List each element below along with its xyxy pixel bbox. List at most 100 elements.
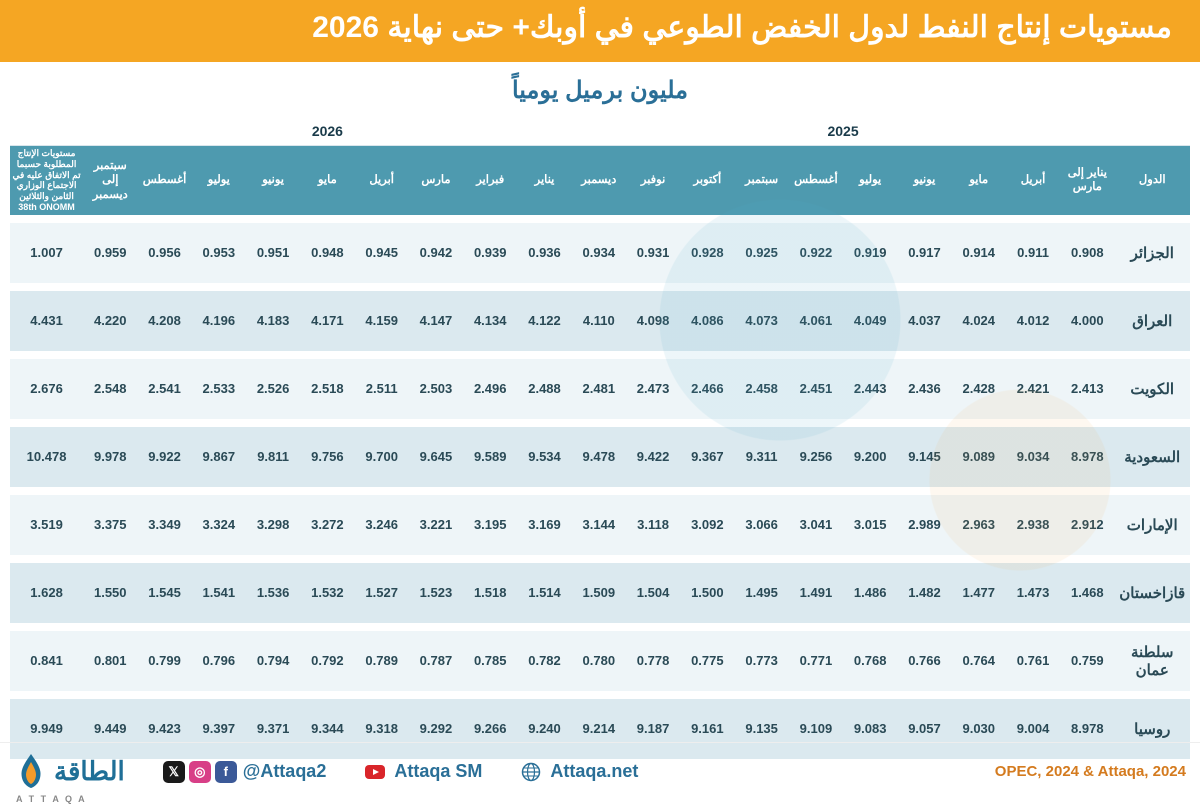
- cell-country: السعودية: [1114, 423, 1190, 491]
- table-row: 4.4314.2204.2084.1964.1834.1714.1594.147…: [10, 287, 1190, 355]
- header-2026-2: يوليو: [192, 146, 246, 219]
- cell-country: الجزائر: [1114, 219, 1190, 287]
- cell-value: 0.922: [789, 219, 843, 287]
- cell-value: 1.523: [409, 559, 463, 627]
- brand-logo: الطاقة A T T A Q A: [14, 752, 125, 792]
- cell-value: 0.785: [463, 627, 517, 695]
- cell-value: 0.764: [952, 627, 1006, 695]
- social-handle: @Attaqa2: [243, 761, 327, 782]
- cell-value: 1.473: [1006, 559, 1060, 627]
- cell-value: 0.953: [192, 219, 246, 287]
- cell-value: 0.773: [735, 627, 789, 695]
- cell-value: 2.443: [843, 355, 897, 423]
- cell-value: 9.256: [789, 423, 843, 491]
- cell-value: 2.436: [897, 355, 951, 423]
- cell-value: 0.799: [137, 627, 191, 695]
- cell-value: 1.550: [83, 559, 137, 627]
- page-title-bar: مستويات إنتاج النفط لدول الخفض الطوعي في…: [0, 0, 1200, 62]
- header-2025-6: يونيو: [897, 146, 951, 219]
- cell-value: 9.589: [463, 423, 517, 491]
- social-group: 𝕏 ◎ f @Attaqa2: [163, 761, 327, 783]
- facebook-icon: f: [215, 761, 237, 783]
- cell-value: 3.169: [517, 491, 571, 559]
- cell-required: 3.519: [10, 491, 83, 559]
- cell-value: 2.989: [897, 491, 951, 559]
- cell-value: 0.796: [192, 627, 246, 695]
- cell-value: 1.545: [137, 559, 191, 627]
- cell-value: 1.527: [355, 559, 409, 627]
- cell-value: 0.782: [517, 627, 571, 695]
- cell-value: 2.533: [192, 355, 246, 423]
- cell-value: 9.478: [572, 423, 626, 491]
- cell-value: 8.978: [1060, 423, 1114, 491]
- cell-value: 0.945: [355, 219, 409, 287]
- cell-value: 0.761: [1006, 627, 1060, 695]
- cell-value: 0.780: [572, 627, 626, 695]
- cell-value: 4.061: [789, 287, 843, 355]
- cell-value: 3.041: [789, 491, 843, 559]
- cell-value: 4.171: [300, 287, 354, 355]
- header-2025-5: يوليو: [843, 146, 897, 219]
- cell-value: 0.792: [300, 627, 354, 695]
- header-2026-4: مايو: [300, 146, 354, 219]
- brand-name-ar: الطاقة: [54, 756, 125, 787]
- cell-value: 0.951: [246, 219, 300, 287]
- year-2026: 2026: [83, 117, 572, 146]
- brand-name-en: A T T A Q A: [16, 794, 87, 804]
- table-row: 2.6762.5482.5412.5332.5262.5182.5112.503…: [10, 355, 1190, 423]
- page-title: مستويات إنتاج النفط لدول الخفض الطوعي في…: [312, 11, 1172, 44]
- cell-country: الإمارات: [1114, 491, 1190, 559]
- cell-value: 1.541: [192, 559, 246, 627]
- cell-value: 0.942: [409, 219, 463, 287]
- cell-value: 2.488: [517, 355, 571, 423]
- cell-value: 1.500: [680, 559, 734, 627]
- cell-value: 4.012: [1006, 287, 1060, 355]
- cell-value: 3.221: [409, 491, 463, 559]
- cell-value: 3.246: [355, 491, 409, 559]
- cell-value: 4.196: [192, 287, 246, 355]
- cell-value: 2.473: [626, 355, 680, 423]
- cell-value: 0.768: [843, 627, 897, 695]
- x-icon: 𝕏: [163, 761, 185, 783]
- cell-value: 4.073: [735, 287, 789, 355]
- table-year-row: 20262025: [10, 117, 1190, 146]
- website-label: Attaqa.net: [550, 761, 638, 782]
- production-table: 20262025 مستويات الإنتاج المطلوبة حسبما …: [10, 117, 1190, 767]
- cell-value: 4.159: [355, 287, 409, 355]
- source-citation: OPEC, 2024 & Attaqa, 2024: [995, 763, 1186, 780]
- cell-value: 9.367: [680, 423, 734, 491]
- cell-value: 9.311: [735, 423, 789, 491]
- cell-value: 0.794: [246, 627, 300, 695]
- cell-value: 2.548: [83, 355, 137, 423]
- cell-value: 0.919: [843, 219, 897, 287]
- header-2025-2: أكتوبر: [680, 146, 734, 219]
- cell-value: 2.466: [680, 355, 734, 423]
- header-2025-4: أغسطس: [789, 146, 843, 219]
- cell-value: 0.936: [517, 219, 571, 287]
- cell-value: 0.759: [1060, 627, 1114, 695]
- cell-value: 0.934: [572, 219, 626, 287]
- cell-value: 2.481: [572, 355, 626, 423]
- cell-value: 0.931: [626, 219, 680, 287]
- flame-icon: [14, 752, 48, 792]
- cell-value: 0.771: [789, 627, 843, 695]
- cell-value: 2.963: [952, 491, 1006, 559]
- cell-value: 9.811: [246, 423, 300, 491]
- cell-value: 0.939: [463, 219, 517, 287]
- cell-value: 4.086: [680, 287, 734, 355]
- cell-value: 9.145: [897, 423, 951, 491]
- cell-value: 2.511: [355, 355, 409, 423]
- cell-value: 0.778: [626, 627, 680, 695]
- cell-value: 1.482: [897, 559, 951, 627]
- cell-value: 2.496: [463, 355, 517, 423]
- cell-value: 3.375: [83, 491, 137, 559]
- cell-value: 4.037: [897, 287, 951, 355]
- table-row: 0.8410.8010.7990.7960.7940.7920.7890.787…: [10, 627, 1190, 695]
- header-2026-6: مارس: [409, 146, 463, 219]
- youtube-label: Attaqa SM: [394, 761, 482, 782]
- header-2025-9: يناير إلى مارس: [1060, 146, 1114, 219]
- header-2026-3: يونيو: [246, 146, 300, 219]
- header-required: مستويات الإنتاج المطلوبة حسبما تم الاتفا…: [10, 146, 83, 219]
- cell-value: 2.541: [137, 355, 191, 423]
- cell-value: 2.938: [1006, 491, 1060, 559]
